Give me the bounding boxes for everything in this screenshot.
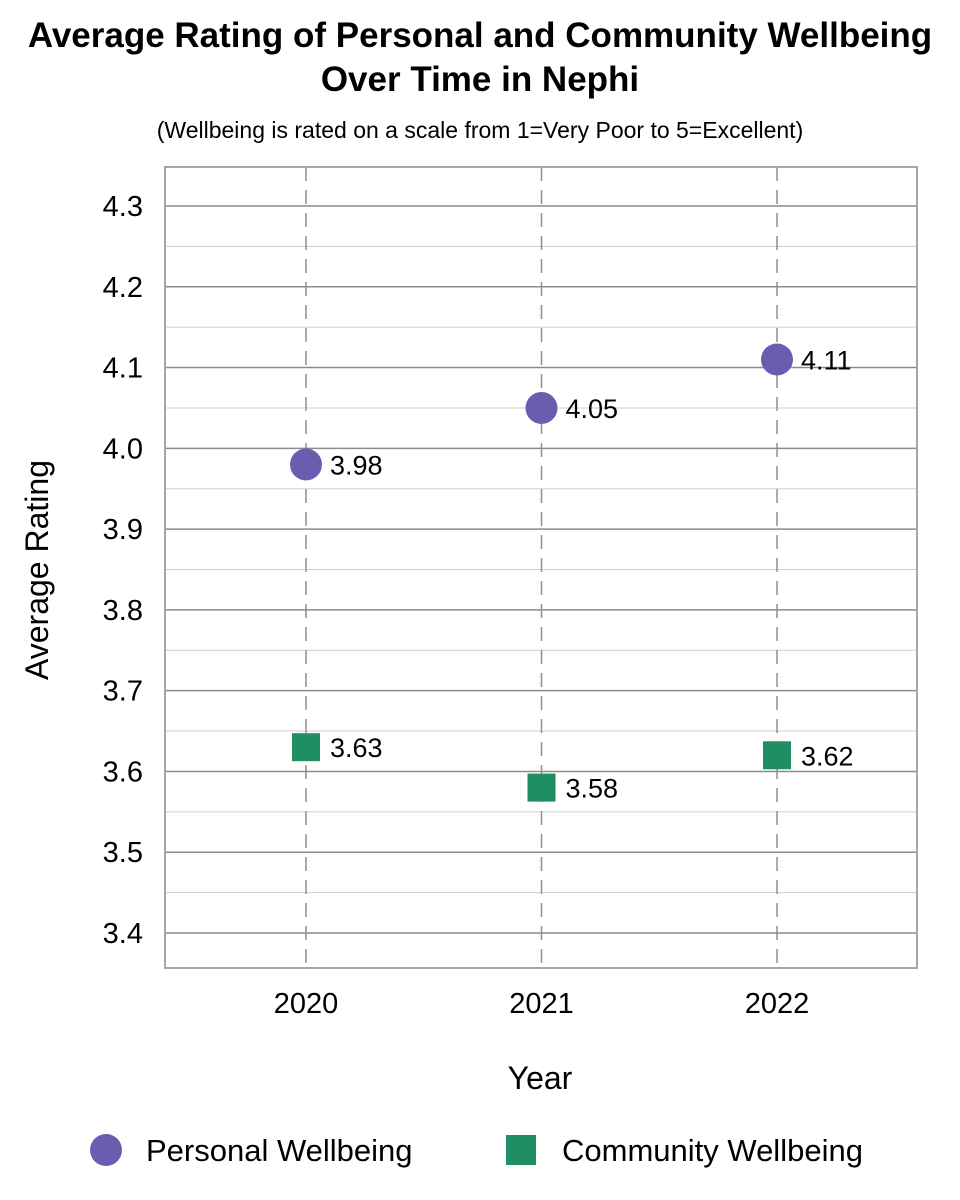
y-tick-label: 4.3 [103, 191, 143, 223]
legend-personal-wellbeing-label: Personal Wellbeing [146, 1133, 413, 1168]
personal-wellbeing-data-label: 4.11 [801, 345, 852, 375]
personal-wellbeing-data-label: 3.98 [330, 450, 383, 480]
y-tick-label: 4.0 [103, 433, 143, 465]
x-tick-label: 2022 [745, 988, 810, 1020]
community-wellbeing-point [292, 733, 320, 762]
community-wellbeing-point [527, 773, 556, 802]
x-axis-title: Year [508, 1060, 573, 1096]
x-tick-label: 2020 [274, 988, 339, 1020]
legend-community-wellbeing-label: Community Wellbeing [562, 1133, 863, 1168]
legend-personal-wellbeing-marker [90, 1134, 122, 1166]
y-tick-label: 3.8 [103, 595, 143, 627]
y-tick-label: 3.4 [103, 918, 143, 950]
community-wellbeing-data-label: 3.62 [801, 741, 854, 771]
y-tick-label: 4.1 [103, 353, 143, 385]
chart-title-line-1: Average Rating of Personal and Community… [27, 16, 933, 55]
x-tick-label: 2021 [509, 988, 574, 1020]
y-tick-label: 3.5 [103, 837, 143, 869]
personal-wellbeing-point [525, 391, 558, 424]
chart-title: Average Rating of Personal and Community… [0, 14, 960, 102]
chart-subtitle: (Wellbeing is rated on a scale from 1=Ve… [156, 117, 804, 143]
community-wellbeing-data-label: 3.63 [330, 733, 383, 763]
community-wellbeing-point [763, 741, 791, 770]
y-tick-label: 4.2 [103, 272, 143, 304]
y-tick-label: 3.6 [103, 756, 143, 788]
plot-area-border [164, 166, 918, 969]
grid [164, 166, 918, 969]
data-points: 3.98 4.05 4.11 3.63 3.58 3.62 [290, 343, 854, 804]
personal-wellbeing-point [761, 343, 793, 376]
x-axis-ticks: 2020 2021 2022 [274, 988, 810, 1020]
y-axis-title: Average Rating [19, 460, 55, 680]
y-tick-label: 3.9 [103, 514, 143, 546]
personal-wellbeing-data-label: 4.05 [566, 394, 619, 424]
legend-community-wellbeing-marker [506, 1135, 536, 1165]
community-wellbeing-data-label: 3.58 [566, 774, 619, 804]
legend: Personal Wellbeing Community Wellbeing [90, 1133, 863, 1168]
chart-title-line-2: Over Time in Nephi [320, 60, 640, 99]
personal-wellbeing-point [290, 448, 322, 481]
y-axis-ticks: 3.4 3.5 3.6 3.7 3.8 3.9 4.0 4.1 4.2 4.3 [103, 191, 143, 950]
y-tick-label: 3.7 [103, 676, 143, 708]
